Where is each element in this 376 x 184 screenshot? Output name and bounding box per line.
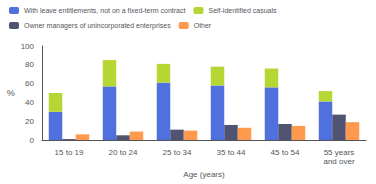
svg-text:35 to 44: 35 to 44: [217, 148, 246, 157]
svg-text:Self-identified casuals: Self-identified casuals: [208, 7, 277, 14]
svg-text:80: 80: [25, 60, 34, 69]
svg-text:Owner managers of unincorporat: Owner managers of unincorporated enterpr…: [24, 22, 171, 30]
svg-text:20: 20: [25, 117, 34, 126]
svg-text:and over: and over: [323, 157, 354, 166]
svg-text:With leave entitlements, not o: With leave entitlements, not on a fixed-…: [24, 7, 186, 14]
svg-text:60: 60: [25, 79, 34, 88]
svg-text:100: 100: [21, 42, 35, 51]
svg-text:20 to 24: 20 to 24: [109, 148, 138, 157]
svg-text:55 years: 55 years: [324, 148, 355, 157]
svg-text:25 to 34: 25 to 34: [163, 148, 192, 157]
svg-text:40: 40: [25, 98, 34, 107]
svg-text:%: %: [7, 88, 15, 98]
svg-text:45 to 54: 45 to 54: [271, 148, 300, 157]
svg-text:Other: Other: [194, 22, 212, 29]
svg-text:0: 0: [30, 136, 35, 145]
svg-text:15 to 19: 15 to 19: [55, 148, 84, 157]
svg-text:Age (years): Age (years): [183, 170, 225, 179]
